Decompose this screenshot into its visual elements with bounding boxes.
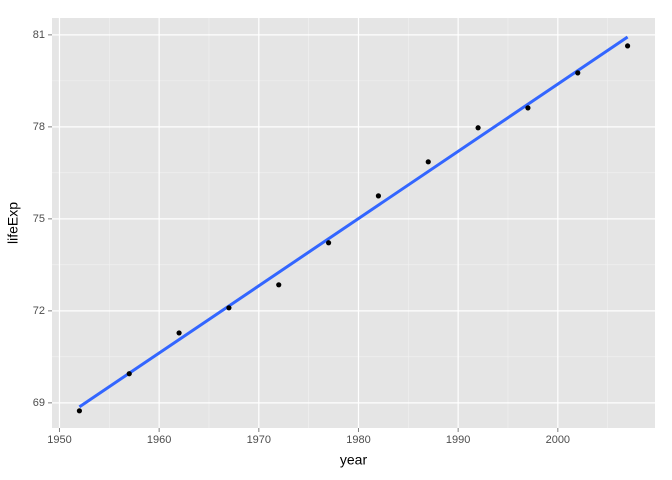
x-tick-label: 1980 <box>346 434 370 446</box>
y-tick-label: 75 <box>33 213 45 225</box>
y-tick-label: 78 <box>33 121 45 133</box>
fit-line <box>78 35 629 409</box>
point <box>176 330 182 336</box>
point <box>475 125 481 131</box>
point <box>624 43 631 49</box>
point <box>575 70 581 76</box>
x-tick-label: 2000 <box>546 434 570 446</box>
y-axis-title: lifeExp <box>5 202 21 244</box>
x-tick-label: 1970 <box>247 434 271 446</box>
point <box>276 282 282 288</box>
y-tick-label: 81 <box>33 29 45 41</box>
point <box>226 305 232 311</box>
x-tick-label: 1950 <box>47 434 71 446</box>
point <box>525 105 531 111</box>
x-axis-title: year <box>340 452 368 468</box>
point <box>126 371 132 377</box>
point <box>425 159 431 165</box>
y-tick-label: 72 <box>33 305 45 317</box>
point <box>325 240 332 246</box>
x-tick-label: 1990 <box>446 434 470 446</box>
point <box>375 193 382 199</box>
y-tick-label: 69 <box>33 397 45 409</box>
point <box>76 408 83 414</box>
x-tick-label: 1960 <box>147 434 171 446</box>
